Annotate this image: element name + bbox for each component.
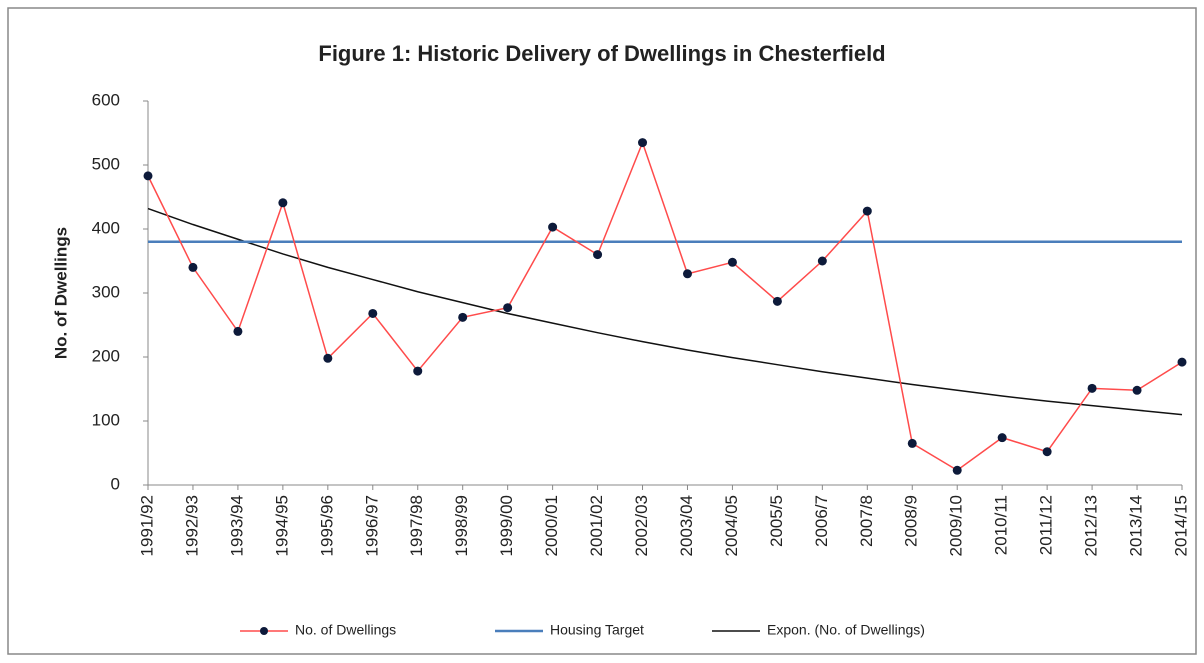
data-point <box>278 198 288 208</box>
data-point <box>817 256 827 266</box>
data-point <box>548 222 558 232</box>
data-point <box>413 366 423 376</box>
x-tick-label: 2006/7 <box>812 495 831 547</box>
data-point <box>907 438 917 448</box>
data-point <box>862 206 872 216</box>
x-tick-label: 1996/97 <box>362 495 381 556</box>
data-point <box>682 269 692 279</box>
y-axis-label: No. of Dwellings <box>51 227 70 359</box>
y-tick-label: 400 <box>92 218 120 237</box>
x-tick-label: 1995/96 <box>317 495 336 556</box>
legend-label: Expon. (No. of Dwellings) <box>767 622 925 638</box>
legend-label: Housing Target <box>550 622 644 638</box>
x-tick-label: 2013/14 <box>1127 495 1146 556</box>
legend-label: No. of Dwellings <box>295 622 396 638</box>
x-tick-label: 2000/01 <box>542 495 561 556</box>
x-tick-label: 2001/02 <box>587 495 606 556</box>
x-tick-label: 1994/95 <box>272 495 291 556</box>
x-tick-label: 2010/11 <box>992 495 1011 555</box>
data-point <box>727 257 737 267</box>
x-tick-label: 1997/98 <box>407 495 426 556</box>
data-point <box>997 433 1007 443</box>
x-tick-label: 2007/8 <box>857 495 876 547</box>
data-point <box>503 303 513 313</box>
y-tick-label: 100 <box>92 410 120 429</box>
x-tick-label: 1992/93 <box>182 495 201 556</box>
y-tick-label: 300 <box>92 282 120 301</box>
x-tick-label: 2009/10 <box>947 495 966 556</box>
x-tick-label: 2008/9 <box>902 495 921 547</box>
y-tick-label: 600 <box>92 90 120 109</box>
series-line <box>147 140 1183 472</box>
chart-title: Figure 1: Historic Delivery of Dwellings… <box>318 41 885 66</box>
data-point <box>593 250 603 260</box>
chart-frame <box>7 7 1197 655</box>
data-point <box>458 312 468 322</box>
data-point <box>1042 447 1052 457</box>
data-point <box>323 353 333 363</box>
x-tick-label: 2011/12 <box>1037 495 1056 555</box>
x-tick-label: 1999/00 <box>497 495 516 556</box>
data-point <box>368 308 378 318</box>
x-tick-label: 1991/92 <box>137 495 156 556</box>
data-point <box>1177 357 1187 367</box>
data-point <box>1087 383 1097 393</box>
data-point <box>1132 385 1142 395</box>
x-tick-label: 2005/5 <box>767 495 786 547</box>
x-tick-label: 2004/05 <box>722 495 741 556</box>
y-tick-label: 0 <box>111 474 120 493</box>
data-point <box>188 262 198 272</box>
data-point <box>772 296 782 306</box>
y-tick-label: 200 <box>92 346 120 365</box>
series-line <box>147 207 1183 416</box>
data-point <box>952 465 962 475</box>
x-tick-label: 2012/13 <box>1082 495 1101 556</box>
legend-marker <box>260 627 268 635</box>
x-tick-label: 2014/15 <box>1171 495 1190 556</box>
data-point <box>143 171 153 181</box>
data-point <box>233 326 243 336</box>
x-tick-label: 2003/04 <box>677 495 696 556</box>
x-tick-label: 1993/94 <box>227 495 246 556</box>
x-tick-label: 1998/99 <box>452 495 471 556</box>
data-point <box>638 138 648 148</box>
x-tick-label: 2002/03 <box>632 495 651 556</box>
y-tick-label: 500 <box>92 154 120 173</box>
